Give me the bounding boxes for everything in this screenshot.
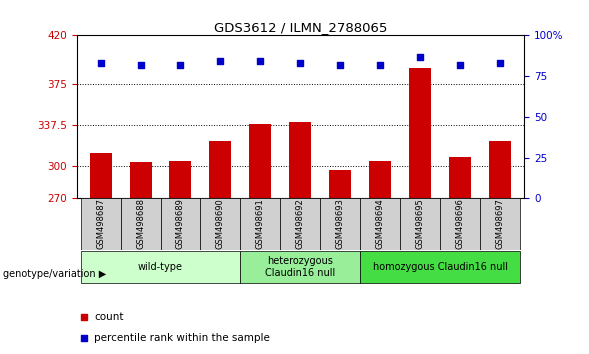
Text: count: count xyxy=(94,312,124,322)
Text: percentile rank within the sample: percentile rank within the sample xyxy=(94,332,270,343)
Point xyxy=(136,62,145,68)
FancyBboxPatch shape xyxy=(441,198,480,250)
Bar xyxy=(170,161,191,198)
Point xyxy=(79,335,88,341)
Text: wild-type: wild-type xyxy=(138,262,183,272)
Bar xyxy=(210,141,231,198)
Text: heterozygous
Claudin16 null: heterozygous Claudin16 null xyxy=(265,256,336,278)
Bar xyxy=(449,157,471,198)
FancyBboxPatch shape xyxy=(240,251,360,283)
Text: GSM498688: GSM498688 xyxy=(136,198,145,250)
Text: GSM498692: GSM498692 xyxy=(296,199,305,249)
Text: GSM498687: GSM498687 xyxy=(96,198,105,250)
Text: GSM498696: GSM498696 xyxy=(456,199,465,249)
Text: GSM498691: GSM498691 xyxy=(256,199,265,249)
Bar xyxy=(409,68,431,198)
Bar xyxy=(289,122,312,198)
Text: GSM498689: GSM498689 xyxy=(176,199,185,249)
Text: GSM498695: GSM498695 xyxy=(416,199,425,249)
Point xyxy=(79,314,88,320)
Point xyxy=(296,60,305,66)
FancyBboxPatch shape xyxy=(401,198,441,250)
FancyBboxPatch shape xyxy=(160,198,200,250)
Point xyxy=(216,59,225,64)
Text: homozygous Claudin16 null: homozygous Claudin16 null xyxy=(373,262,508,272)
Point xyxy=(416,54,425,59)
Point xyxy=(256,59,265,64)
Text: GSM498690: GSM498690 xyxy=(216,199,225,249)
Bar xyxy=(369,161,391,198)
Title: GDS3612 / ILMN_2788065: GDS3612 / ILMN_2788065 xyxy=(214,21,387,34)
FancyBboxPatch shape xyxy=(360,198,401,250)
FancyBboxPatch shape xyxy=(240,198,280,250)
FancyBboxPatch shape xyxy=(320,198,360,250)
Bar xyxy=(329,170,352,198)
FancyBboxPatch shape xyxy=(480,198,520,250)
FancyBboxPatch shape xyxy=(81,198,121,250)
Point xyxy=(455,62,465,68)
Point xyxy=(176,62,185,68)
Point xyxy=(495,60,505,66)
Point xyxy=(336,62,345,68)
FancyBboxPatch shape xyxy=(81,251,240,283)
FancyBboxPatch shape xyxy=(280,198,320,250)
Bar xyxy=(130,162,151,198)
FancyBboxPatch shape xyxy=(121,198,160,250)
Point xyxy=(376,62,385,68)
Text: GSM498693: GSM498693 xyxy=(336,199,345,249)
Bar xyxy=(249,124,272,198)
FancyBboxPatch shape xyxy=(200,198,240,250)
Text: genotype/variation ▶: genotype/variation ▶ xyxy=(3,269,106,279)
FancyBboxPatch shape xyxy=(360,251,520,283)
Point xyxy=(96,60,105,66)
Bar xyxy=(90,153,111,198)
Text: GSM498694: GSM498694 xyxy=(376,199,385,249)
Text: GSM498697: GSM498697 xyxy=(496,199,505,249)
Bar xyxy=(489,141,511,198)
